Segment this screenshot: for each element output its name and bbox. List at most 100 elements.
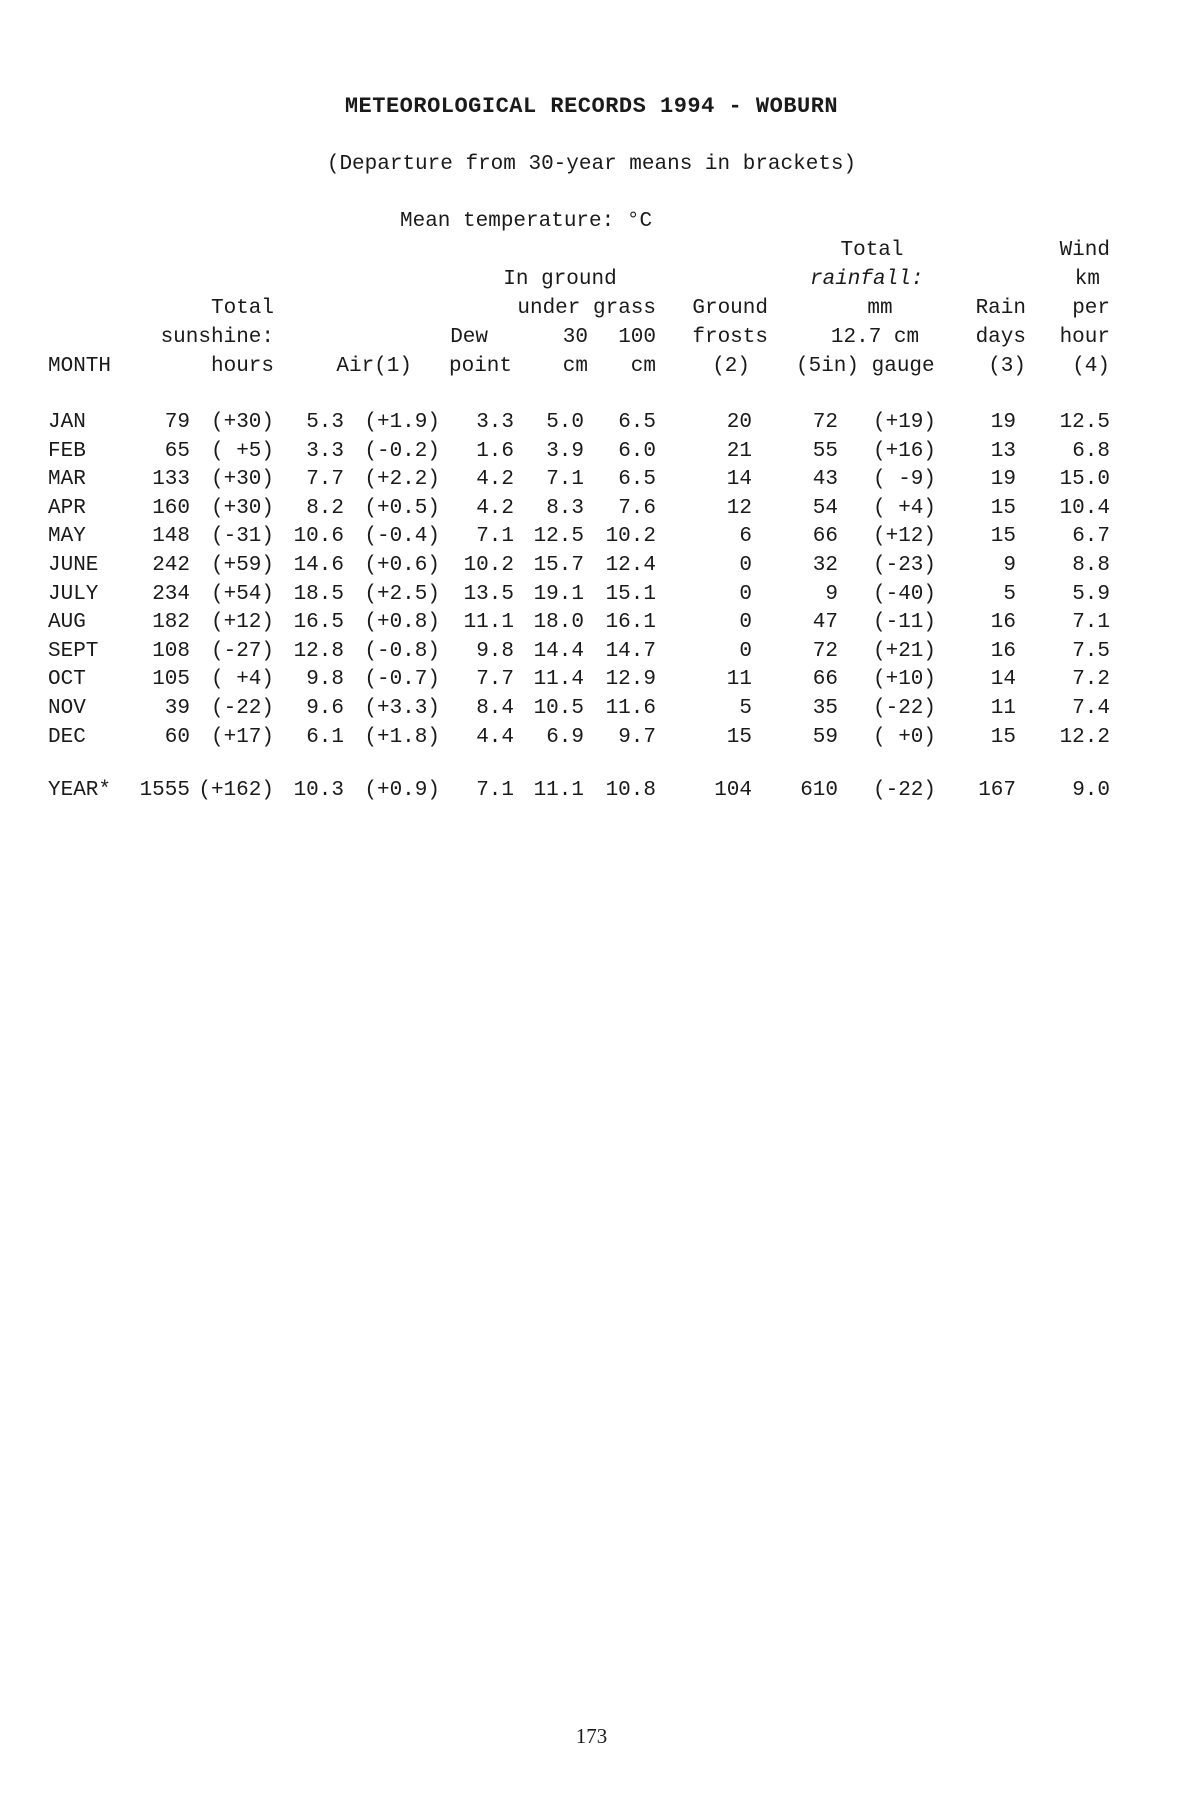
rainfall-cell: 55 [812,440,838,463]
wind-cell: 12.2 [1059,726,1110,749]
rain-days-cell: 19 [990,468,1016,491]
wind-cell: 12.5 [1059,411,1110,434]
air-departure-cell: (+0.9) [364,779,440,802]
ground-100-cell: 6.0 [618,440,656,463]
header-rainfall-2: rainfall: [810,268,924,291]
sunshine-departure-cell: ( +5) [210,440,274,463]
air-departure-cell: (+0.5) [364,497,440,520]
ground-30-cell: 12.5 [533,525,584,548]
ground-30-cell: 18.0 [533,611,584,634]
rainfall-cell: 66 [812,525,838,548]
sunshine-cell: 148 [152,525,190,548]
header-sunshine-2: sunshine: [160,326,274,349]
air-departure-cell: (-0.7) [364,668,440,691]
air-cell: 6.1 [306,726,344,749]
frosts-cell: 21 [726,440,752,463]
ground-100-cell: 11.6 [605,697,656,720]
ground-100-cell: 6.5 [618,411,656,434]
dew-point-cell: 8.4 [476,697,514,720]
rain-days-cell: 5 [1003,583,1016,606]
sunshine-departure-cell: ( +4) [210,668,274,691]
sunshine-cell: 105 [152,668,190,691]
header-wind-2: km [1074,268,1100,291]
air-departure-cell: (-0.4) [364,525,440,548]
ground-100-cell: 6.5 [618,468,656,491]
wind-cell: 7.1 [1072,611,1110,634]
dew-point-cell: 11.1 [463,611,514,634]
dew-point-cell: 7.7 [476,668,514,691]
table-row: DEC 60 (+17) 6.1 (+1.8) 4.4 6.9 9.7 15 5… [0,727,1183,751]
ground-30-cell: 6.9 [546,726,584,749]
air-cell: 8.2 [306,497,344,520]
frosts-cell: 12 [726,497,752,520]
wind-cell: 7.5 [1072,640,1110,663]
ground-100-cell: 7.6 [618,497,656,520]
frosts-cell: 14 [726,468,752,491]
air-cell: 5.3 [306,411,344,434]
header-rainfall-1: Total [840,239,904,262]
table-row: FEB 65 ( +5) 3.3 (-0.2) 1.6 3.9 6.0 21 5… [0,441,1183,465]
frosts-cell: 15 [726,726,752,749]
table-row: JULY 234 (+54) 18.5 (+2.5) 13.5 19.1 15.… [0,584,1183,608]
sunshine-cell: 160 [152,497,190,520]
month-cell: NOV [48,697,86,720]
wind-cell: 7.2 [1072,668,1110,691]
rainfall-cell: 43 [812,468,838,491]
dew-point-cell: 7.1 [476,779,514,802]
dew-point-cell: 3.3 [476,411,514,434]
rainfall-departure-cell: (+10) [872,668,936,691]
rain-days-cell: 16 [990,640,1016,663]
rainfall-cell: 32 [812,554,838,577]
sunshine-cell: 79 [164,411,190,434]
header-ground-30-1: 30 [562,326,588,349]
rainfall-cell: 72 [812,640,838,663]
table-row: OCT 105 ( +4) 9.8 (-0.7) 7.7 11.4 12.9 1… [0,669,1183,693]
rainfall-departure-cell: (-22) [872,779,936,802]
sunshine-departure-cell: (+162) [198,779,274,802]
air-departure-cell: (+3.3) [364,697,440,720]
ground-30-cell: 5.0 [546,411,584,434]
sunshine-departure-cell: (+17) [210,726,274,749]
rainfall-departure-cell: (-11) [872,611,936,634]
month-cell: OCT [48,668,86,691]
wind-cell: 5.9 [1072,583,1110,606]
air-cell: 9.8 [306,668,344,691]
page-subtitle: (Departure from 30-year means in bracket… [326,153,857,176]
ground-30-cell: 11.4 [533,668,584,691]
dew-point-cell: 4.2 [476,497,514,520]
rain-days-cell: 14 [990,668,1016,691]
air-departure-cell: (+2.5) [364,583,440,606]
rain-days-cell: 9 [1003,554,1016,577]
dew-point-cell: 9.8 [476,640,514,663]
air-cell: 9.6 [306,697,344,720]
rain-days-cell: 167 [978,779,1016,802]
air-cell: 10.3 [293,779,344,802]
dew-point-cell: 4.4 [476,726,514,749]
sunshine-cell: 39 [164,697,190,720]
rain-days-cell: 13 [990,440,1016,463]
sunshine-departure-cell: (+30) [210,411,274,434]
month-cell: MAY [48,525,86,548]
wind-cell: 7.4 [1072,697,1110,720]
sunshine-departure-cell: (+30) [210,468,274,491]
rainfall-departure-cell: ( +0) [872,726,936,749]
rainfall-departure-cell: ( -9) [872,468,936,491]
header-wind-3: per [1072,297,1110,320]
month-cell: YEAR* [48,779,112,802]
air-departure-cell: (+0.6) [364,554,440,577]
sunshine-cell: 182 [152,611,190,634]
frosts-cell: 5 [739,697,752,720]
air-departure-cell: (+0.8) [364,611,440,634]
rainfall-departure-cell: (-40) [872,583,936,606]
header-ground-1: In ground [503,268,617,291]
air-departure-cell: (-0.2) [364,440,440,463]
rainfall-departure-cell: (+19) [872,411,936,434]
month-cell: JUNE [48,554,99,577]
header-rainfall-5: (5in) gauge [796,355,935,378]
month-cell: MAR [48,468,86,491]
header-sunshine-3: hours [210,355,274,378]
rainfall-cell: 72 [812,411,838,434]
ground-30-cell: 10.5 [533,697,584,720]
wind-cell: 6.8 [1072,440,1110,463]
header-dew-2: point [448,355,512,378]
